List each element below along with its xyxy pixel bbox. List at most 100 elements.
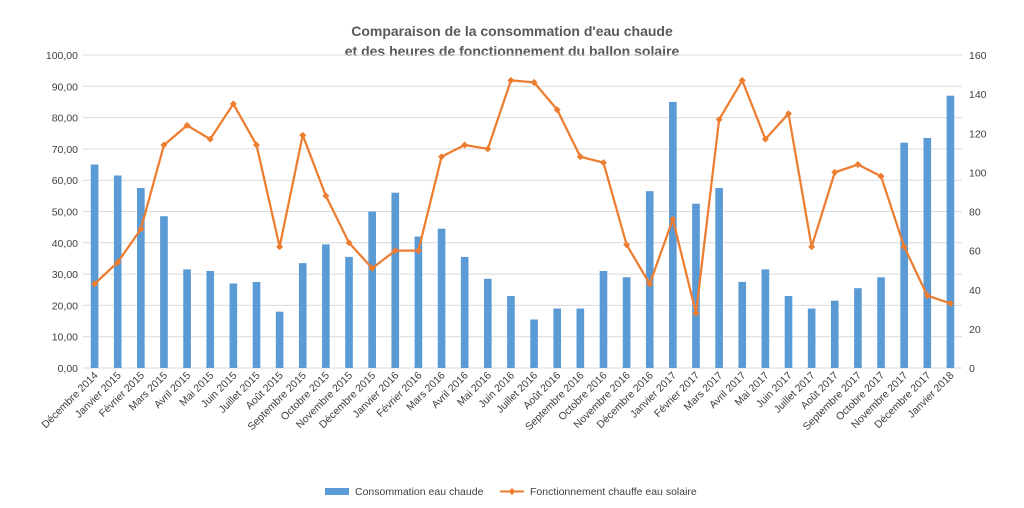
line-point <box>461 141 469 149</box>
y-left-tick-label: 80,00 <box>52 113 78 125</box>
bar <box>669 101 677 368</box>
line-point <box>252 141 260 149</box>
bar <box>807 308 816 368</box>
y-left-tick-label: 70,00 <box>52 144 78 156</box>
line-point <box>831 168 839 176</box>
bar <box>391 192 400 368</box>
line-point <box>183 121 191 129</box>
line-point <box>345 239 353 247</box>
bar <box>900 142 908 368</box>
y-left-tick-label: 50,00 <box>52 207 78 219</box>
bar <box>275 311 284 368</box>
bar <box>298 263 307 368</box>
line-point <box>553 106 561 114</box>
legend-bar-swatch <box>325 488 349 495</box>
bar <box>90 164 99 368</box>
legend-line-marker <box>508 488 516 495</box>
bar <box>483 278 492 368</box>
line-series <box>91 76 954 317</box>
y-left-tick-label: 100,00 <box>46 50 78 62</box>
bar <box>946 95 955 368</box>
line-point <box>438 153 446 161</box>
bar <box>183 269 191 368</box>
bar <box>738 281 747 368</box>
bar <box>599 270 608 368</box>
legend-bar-label: Consommation eau chaude <box>355 486 484 498</box>
y-right-tick-label: 60 <box>969 246 981 258</box>
line-point <box>599 159 607 167</box>
line-point <box>877 172 885 180</box>
bar <box>830 300 839 368</box>
line-point <box>530 78 538 86</box>
line-point <box>923 292 931 300</box>
y-right-tick-label: 0 <box>969 363 975 375</box>
line-path <box>93 79 951 315</box>
y-left-tick-label: 0,00 <box>58 363 79 375</box>
y-right-tick-label: 120 <box>969 128 987 140</box>
line-point <box>368 264 376 272</box>
y-left-tick-label: 40,00 <box>52 238 78 250</box>
line-point <box>160 141 168 149</box>
line-point <box>715 116 723 124</box>
line-point <box>137 225 145 233</box>
line-point <box>623 241 631 249</box>
bar <box>137 188 145 368</box>
line-point <box>576 153 584 161</box>
line-point <box>900 243 908 251</box>
bar <box>414 236 423 368</box>
line-point <box>692 309 700 317</box>
bar <box>368 211 376 368</box>
y-right-tick-label: 160 <box>969 50 987 62</box>
y-left-tick-label: 30,00 <box>52 269 78 281</box>
legend: Consommation eau chaude Fonctionnement c… <box>325 486 697 498</box>
bar <box>576 308 585 368</box>
line-point <box>322 192 330 200</box>
bar <box>923 137 932 368</box>
line-point <box>229 100 237 108</box>
line-point <box>414 247 422 255</box>
line-point <box>785 110 793 118</box>
y-right-tick-label: 40 <box>969 285 981 297</box>
line-point <box>206 135 214 143</box>
bar <box>460 256 469 368</box>
line-point <box>484 145 492 153</box>
bar <box>645 191 654 368</box>
y-left-tick-label: 60,00 <box>52 175 78 187</box>
y-left-tick-label: 90,00 <box>52 81 78 93</box>
line-point <box>854 161 862 169</box>
bar <box>507 296 515 368</box>
bar <box>530 319 538 368</box>
line-point <box>808 243 816 251</box>
line-point <box>114 258 122 266</box>
bar <box>229 283 238 368</box>
bar <box>322 244 330 368</box>
y-right-tick-label: 80 <box>969 207 981 219</box>
bar <box>784 296 793 368</box>
line-point <box>299 131 307 139</box>
y-left-tick-label: 20,00 <box>52 300 78 312</box>
bar <box>854 288 862 368</box>
bar <box>437 228 446 368</box>
line-point <box>391 247 399 255</box>
bar <box>113 175 122 368</box>
line-point <box>669 215 677 223</box>
bar <box>252 281 261 368</box>
line-point <box>507 76 515 84</box>
line-point <box>946 299 954 307</box>
bar <box>877 277 885 368</box>
line-point <box>738 76 746 84</box>
y-axis-right: 0 20 40 60 80 100 120 140 160 <box>969 50 987 375</box>
chart-title-line-2: et des heures de fonctionnement du ballo… <box>345 43 680 59</box>
bar <box>160 216 168 368</box>
y-right-tick-label: 140 <box>969 89 987 101</box>
line-point <box>646 280 654 288</box>
bar <box>622 277 631 368</box>
bar <box>715 188 723 368</box>
line-point <box>91 280 99 288</box>
y-left-tick-label: 10,00 <box>52 332 78 344</box>
bar <box>206 270 215 368</box>
bar <box>553 308 562 368</box>
bar <box>692 203 700 368</box>
